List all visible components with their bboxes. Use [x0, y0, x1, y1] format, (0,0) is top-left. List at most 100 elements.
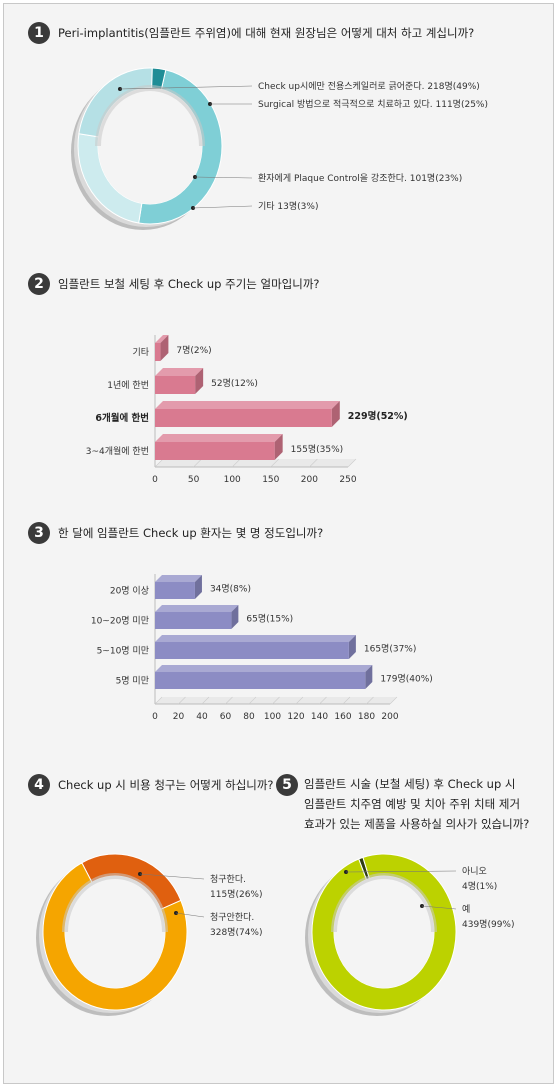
q2-value-label-1: 52명(12%): [211, 378, 258, 389]
q3-bar-top-3: [155, 665, 373, 672]
q2-x-tick-2: 100: [224, 475, 241, 485]
q4-label-0: 청구한다.: [210, 874, 246, 885]
q1-label-3: 기타 13명(3%): [258, 201, 318, 212]
question-1-number: 1: [28, 22, 50, 44]
q3-grid-2: [201, 696, 210, 705]
q3-x-tick-10: 200: [381, 712, 398, 722]
question-1-title: Peri-implantitis(임플란트 주위염)에 대해 현재 원장님은 어…: [58, 26, 475, 40]
q1-label-0: Check up시에만 전용스케일러로 긁어준다. 218명(49%): [258, 81, 480, 92]
question-4-title: Check up 시 비용 청구는 어떻게 하십니까?: [58, 778, 274, 792]
q2-bar-chart: 0 50 100 150 200 250 기타 7명(2%) 1년에 한번 52명(12%) 6개월…: [86, 335, 408, 485]
q3-x-tick-3: 60: [220, 712, 232, 722]
q3-value-label-1: 65명(15%): [246, 614, 293, 625]
q1-label-1: Surgical 방법으로 적극적으로 치료하고 있다. 111명(25%): [258, 98, 488, 110]
question-5-line-3: 효과가 있는 제품을 사용하실 의사가 있습니까?: [304, 817, 530, 831]
q3-grid-0: [154, 696, 163, 705]
q2-grid-1: [193, 458, 202, 468]
q2-category-2: 6개월에 한번: [95, 412, 149, 424]
q3-grid-7: [319, 696, 327, 705]
q2-bar-3: [155, 442, 275, 460]
q3-x-tick-4: 80: [243, 712, 255, 722]
q3-bar-top-0: [155, 575, 202, 582]
q2-category-1: 1년에 한번: [107, 380, 149, 391]
q2-grid-0: [154, 458, 164, 468]
q5-label-1: 예: [462, 904, 470, 915]
question-5-line-2: 임플란트 치주염 예방 및 치아 주위 치태 제거: [304, 797, 521, 811]
q2-grid-2: [231, 458, 241, 468]
q5-count-1: 439명(99%): [462, 919, 515, 930]
q3-x-tick-2: 40: [196, 712, 208, 722]
q2-value-label-3: 155명(35%): [291, 444, 344, 455]
q3-grid-10: [389, 696, 398, 705]
q5-label-0: 아니오: [462, 866, 487, 877]
q3-value-label-0: 34명(8%): [210, 584, 251, 595]
q1-leader-line-3: [192, 205, 253, 209]
q2-bar-top-3: [155, 434, 283, 442]
question-2-number: 2: [28, 273, 50, 295]
q3-grid-9: [366, 696, 374, 705]
q3-x-tick-9: 180: [358, 712, 375, 722]
q5-donut-hole: [334, 876, 434, 988]
q3-bar-2: [155, 642, 349, 659]
q2-x-tick-1: 50: [188, 475, 200, 485]
q4-leader-line-1: [175, 912, 205, 918]
q4-donut-inner-wall: [62, 873, 168, 933]
q2-floor: [155, 459, 356, 467]
q3-bar-3: [155, 672, 366, 689]
q2-x-tick-0: 0: [152, 475, 158, 485]
question-3-number: 3: [28, 522, 50, 544]
question-3-title: 한 달에 임플란트 Check up 환자는 몇 명 정도입니까?: [58, 526, 324, 540]
q3-bar-top-1: [155, 605, 239, 612]
q3-bar-end-0: [194, 575, 202, 599]
question-4-number: 4: [28, 774, 50, 796]
q2-bar-top-1: [155, 368, 204, 376]
q3-bar-end-2: [348, 635, 356, 659]
q3-x-tick-1: 20: [173, 712, 185, 722]
q3-x-tick-0: 0: [152, 712, 158, 722]
q2-bar-1: [155, 376, 196, 394]
q2-grid-4: [309, 458, 318, 468]
q3-value-label-3: 179명(40%): [380, 674, 433, 685]
q5-donut-chart: 아니오 4명(1%) 예 439명(99%): [305, 853, 515, 1016]
q2-bar-top-2: [155, 401, 340, 409]
q3-x-tick-5: 100: [264, 712, 281, 722]
q4-count-0: 115명(26%): [210, 889, 263, 900]
q1-donut-chart: Check up시에만 전용스케일러로 긁어준다. 218명(49%) Surgi…: [71, 67, 488, 230]
q5-donut-inner-wall: [331, 873, 437, 933]
q3-bar-end-3: [365, 665, 373, 689]
q3-x-tick-8: 160: [334, 712, 351, 722]
q2-bar-end-1: [195, 368, 204, 394]
question-5-number: 5: [276, 774, 298, 796]
q2-value-label-2: 229명(52%): [348, 410, 408, 422]
q4-leader-line-0: [139, 873, 205, 880]
q3-x-tick-7: 140: [311, 712, 328, 722]
q2-bar-0: [155, 343, 161, 361]
q3-bar-end-1: [231, 605, 239, 629]
q3-category-1: 10~20명 미만: [91, 616, 149, 627]
q3-grid-8: [342, 696, 351, 705]
q4-donut-hole: [65, 876, 165, 988]
q2-category-3: 3~4개월에 한번: [86, 445, 149, 457]
q3-grid-6: [295, 696, 304, 705]
q1-label-2: 환자에게 Plaque Control을 강조한다. 101명(23%): [258, 172, 462, 184]
q2-bar-end-2: [331, 401, 340, 427]
q1-leader-line-2: [194, 176, 253, 179]
q1-leader-line-0: [119, 85, 253, 90]
q3-category-0: 20명 이상: [110, 586, 149, 597]
q3-bar-chart: 0 20 40 60 80 100 120 140 160 180 200 20명 이상 34명(8%)…: [91, 574, 433, 722]
question-5-line-1: 임플란트 시술 (보철 세팅) 후 Check up 시: [304, 777, 516, 791]
q3-bar-1: [155, 612, 232, 629]
q4-count-1: 328명(74%): [210, 927, 263, 938]
q2-grid-5: [347, 458, 357, 468]
q2-bar-end-0: [160, 335, 169, 361]
q5-count-0: 4명(1%): [462, 881, 497, 892]
q3-value-label-2: 165명(37%): [364, 644, 417, 655]
q3-x-tick-6: 120: [287, 712, 304, 722]
q2-x-tick-5: 250: [339, 475, 356, 485]
q3-grid-3: [225, 696, 233, 705]
q2-value-label-0: 7명(2%): [176, 345, 211, 356]
q3-bar-top-2: [155, 635, 356, 642]
q4-donut-chart: 청구한다. 115명(26%) 청구안한다. 328명(74%): [36, 853, 263, 1016]
q5-leader-line-1: [421, 905, 457, 910]
q5-leader-line-0: [345, 870, 457, 873]
